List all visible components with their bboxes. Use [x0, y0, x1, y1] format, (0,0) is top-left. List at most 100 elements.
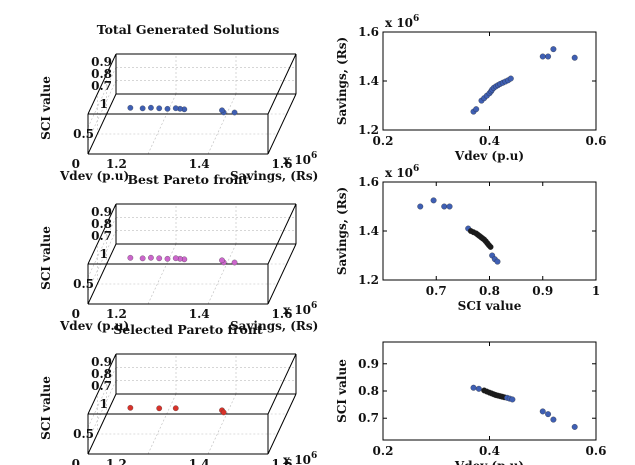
- panel0-z-axis-label: SCI value: [39, 76, 53, 140]
- data-point: [430, 197, 437, 204]
- data-point: [219, 257, 225, 264]
- panel2-y-exponent: x 106: [283, 301, 317, 317]
- grid-line: [207, 93, 237, 155]
- panel4-title: Selected Pareto front: [113, 322, 263, 337]
- data-point: [127, 104, 134, 111]
- panel3-y-tick-label: 1.2: [358, 273, 379, 287]
- panel2-y-axis-label: Savings, (Rs): [230, 319, 318, 333]
- grid-line: [87, 217, 117, 278]
- grid-line: [147, 243, 177, 305]
- data-point: [139, 105, 146, 112]
- data-point: [148, 254, 154, 261]
- panel5-points: [470, 384, 578, 430]
- data-point: [164, 105, 171, 112]
- panel2-box-edge: [267, 203, 297, 265]
- panel0-points: [127, 104, 238, 116]
- panel4-box-edge: [87, 353, 117, 415]
- data-point: [571, 423, 578, 430]
- data-point: [550, 46, 557, 53]
- panel0-box-edge: [87, 53, 117, 115]
- panel3-frame: [382, 181, 597, 281]
- panel4-y-tick-label: 1.6: [272, 457, 293, 465]
- data-point: [148, 104, 154, 111]
- panel2-x-axis-label: Vdev (p.u): [59, 319, 129, 333]
- panel0-x-tick-label: 0: [72, 157, 80, 171]
- panel4-x-tick-label: 0: [72, 457, 80, 465]
- grid-line: [87, 80, 117, 141]
- data-point: [127, 254, 134, 261]
- data-point: [571, 54, 578, 61]
- panel2-z-tick-label: 0.9: [91, 205, 112, 219]
- panel1-x-tick-label: 0.4: [479, 134, 500, 148]
- panel4-z-tick-label: 0.9: [91, 355, 112, 369]
- panel0-box-edge: [267, 93, 297, 155]
- panel3-x-tick-label: 1: [592, 284, 600, 298]
- panel4-z-tick-label: 0.8: [91, 367, 112, 381]
- data-point: [473, 106, 480, 113]
- grid-line: [87, 367, 117, 428]
- panel5-x-tick-label: 0.4: [479, 444, 500, 458]
- data-point: [545, 411, 552, 418]
- panel5-x-tick-label: 0.2: [373, 444, 394, 458]
- panel1-y-exponent: x 106: [385, 14, 419, 30]
- panel4-gridlines: [87, 354, 296, 455]
- panel1-x-axis-label: Vdev (p.u): [454, 149, 524, 163]
- panel0-y-exponent: x 106: [283, 151, 317, 167]
- panel2-box-edge: [267, 243, 297, 305]
- panel3-y-tick-label: 1.6: [358, 175, 379, 189]
- panel0-z-tick-label: 0.7: [91, 79, 112, 93]
- panel0-x-tick-label: 0.5: [73, 127, 94, 141]
- data-point: [539, 53, 546, 60]
- panel0-z-tick-label: 0.8: [91, 67, 112, 81]
- panel2-x-tick-label: 0: [72, 307, 80, 321]
- panel4-box-edge: [267, 393, 297, 455]
- panel1-y-axis-label: Savings, (Rs): [335, 37, 349, 125]
- panel2-z-axis-label: SCI value: [39, 226, 53, 290]
- panel1-y-tick-label: 1.6: [358, 25, 379, 39]
- data-point: [545, 53, 552, 60]
- data-point: [441, 203, 448, 210]
- data-point: [156, 255, 163, 262]
- panel2-y-tick-label: 1.4: [189, 307, 210, 321]
- grid-line: [147, 393, 177, 455]
- grid-line: [87, 380, 117, 441]
- panel1-frame: [382, 31, 597, 131]
- panel3-points: [417, 197, 501, 265]
- panel4-box-edge: [87, 393, 117, 455]
- panel1-x-tick-label: 0.6: [586, 134, 607, 148]
- panel0-z-tick-label: 0.9: [91, 55, 112, 69]
- panel2-box-edge: [87, 203, 117, 265]
- data-point: [172, 105, 179, 112]
- panel0-box-edge: [87, 93, 117, 155]
- panel0-x-axis-label: Vdev (p.u): [59, 169, 129, 183]
- panel0-x-tick-label: 1: [100, 97, 108, 111]
- panel4-x-tick-label: 0.5: [73, 427, 94, 441]
- data-point: [127, 404, 134, 411]
- data-point: [219, 107, 225, 114]
- data-point: [139, 255, 146, 262]
- data-point: [470, 384, 477, 391]
- data-point: [550, 416, 557, 423]
- data-point: [172, 405, 179, 412]
- panel4-y-tick-label: 1.2: [106, 457, 127, 465]
- panel0-y-axis-label: Savings, (Rs): [230, 169, 318, 183]
- panel5-x-axis-label: Vdev (p.u): [454, 459, 524, 465]
- data-point: [164, 255, 171, 262]
- data-point: [156, 105, 163, 112]
- panel3-x-tick-label: 0.8: [479, 284, 500, 298]
- panel2-title: Best Pareto front: [127, 172, 248, 187]
- panel5-y-tick-label: 0.8: [358, 384, 379, 398]
- grid-line: [207, 393, 237, 455]
- panel1-y-tick-label: 1.4: [358, 74, 379, 88]
- panel0-y-tick-label: 1.2: [106, 157, 127, 171]
- data-point: [539, 408, 546, 415]
- data-point: [220, 409, 227, 416]
- panel4-y-tick-label: 1.4: [189, 457, 210, 465]
- panel3-y-tick-label: 1.4: [358, 224, 379, 238]
- panel2-x-tick-label: 0.5: [73, 277, 94, 291]
- data-point: [231, 109, 238, 116]
- data-point: [494, 258, 501, 265]
- panel3-y-axis-label: Savings, (Rs): [335, 187, 349, 275]
- data-point: [417, 203, 424, 210]
